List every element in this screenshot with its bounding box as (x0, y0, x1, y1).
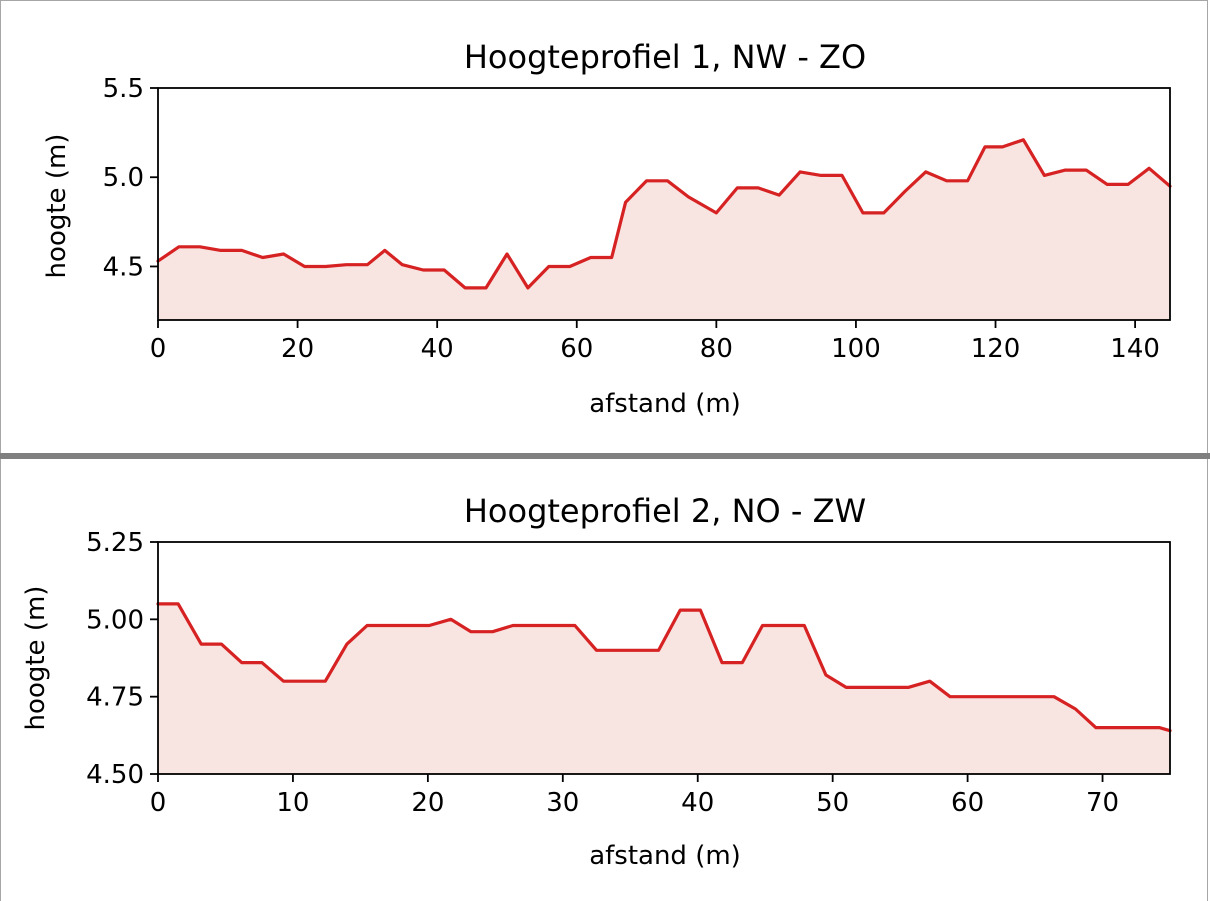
x-tick-label: 80 (700, 334, 733, 364)
x-tick-label: 10 (276, 788, 309, 818)
x-tick-label: 20 (281, 334, 314, 364)
elevation-profile-chart-2: Hoogteprofiel 2, NO - ZW afstand (m) hoo… (21, 492, 1172, 871)
y-axis-label: hoogte (m) (42, 134, 72, 279)
x-tick-label: 100 (831, 334, 881, 364)
elevation-profile-chart-1: Hoogteprofiel 1, NW - ZO afstand (m) hoo… (42, 38, 1172, 419)
series-line (156, 602, 1172, 733)
chart-title: Hoogteprofiel 2, NO - ZW (464, 492, 866, 530)
y-tick-label: 5.00 (86, 605, 144, 635)
panel-divider (0, 453, 1210, 459)
area-fill (158, 603, 1170, 774)
x-tick-label: 140 (1110, 334, 1160, 364)
plot-frame (157, 87, 1171, 321)
x-tick-label: 40 (421, 334, 454, 364)
plot-area: 0 20 40 60 80 100 120 140 4.5 5.0 5.5 (103, 74, 1172, 364)
x-tick-label: 40 (681, 788, 714, 818)
x-tick-label: 120 (971, 334, 1021, 364)
plot-area: 0 10 20 30 40 50 60 70 4.50 4.75 5.00 5.25 (86, 528, 1172, 818)
series-line (156, 138, 1172, 290)
x-tick-label: 0 (150, 334, 167, 364)
y-tick-label: 5.0 (103, 163, 144, 193)
y-axis-label: hoogte (m) (21, 586, 51, 731)
x-tick-label: 60 (560, 334, 593, 364)
y-tick-label: 4.50 (86, 760, 144, 790)
y-tick-label: 5.5 (103, 74, 144, 104)
y-tick-label: 4.5 (103, 252, 144, 282)
chart-title: Hoogteprofiel 1, NW - ZO (464, 38, 866, 76)
x-axis-label: afstand (m) (589, 389, 741, 419)
y-tick-label: 5.25 (86, 528, 144, 558)
area-fill (158, 139, 1170, 320)
y-tick-label: 4.75 (86, 683, 144, 713)
x-axis-label: afstand (m) (589, 841, 741, 871)
x-tick-label: 70 (1086, 788, 1119, 818)
x-tick-label: 60 (951, 788, 984, 818)
x-tick-label: 20 (411, 788, 444, 818)
x-tick-label: 50 (816, 788, 849, 818)
x-tick-label: 0 (150, 788, 167, 818)
x-tick-label: 30 (546, 788, 579, 818)
plot-frame (157, 541, 1171, 775)
